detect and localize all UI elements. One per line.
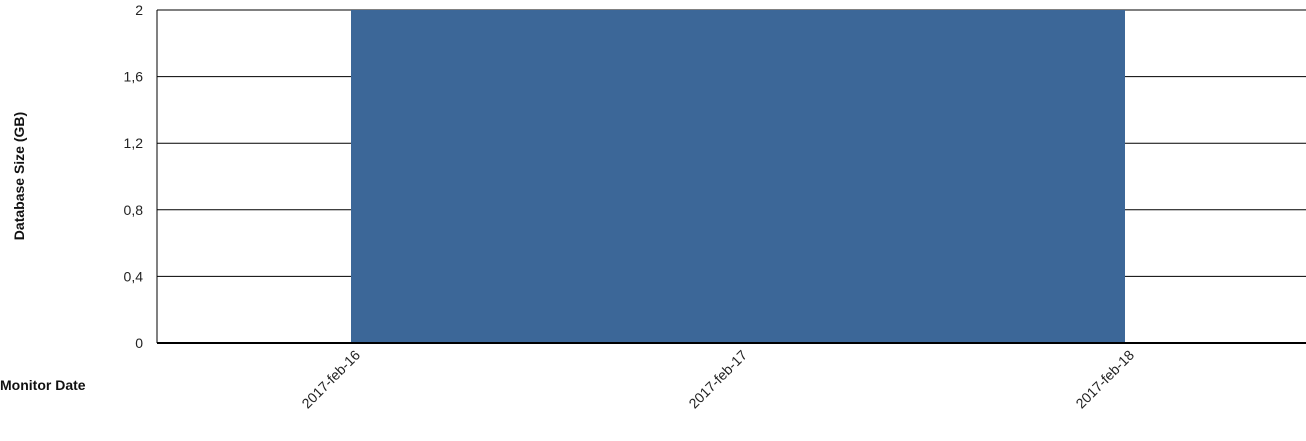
y-axis-title: Database Size (GB) (11, 112, 27, 240)
y-tick-label: 0 (135, 335, 143, 351)
y-tick-label: 1,6 (124, 69, 144, 85)
y-tick-label: 0,4 (124, 268, 144, 284)
x-tick-label: 2017-feb-17 (685, 347, 750, 412)
x-axis-title: Monitor Date (0, 377, 86, 393)
x-tick-label: 2017-feb-18 (1072, 347, 1137, 412)
x-tick-label: 2017-feb-16 (298, 347, 363, 412)
x-tick-labels: 2017-feb-16 2017-feb-17 2017-feb-18 (298, 347, 1137, 412)
series-area-0 (351, 10, 1125, 343)
series-area-layer (351, 10, 1125, 343)
y-tick-label: 2 (135, 2, 143, 18)
y-tick-label: 0,8 (124, 202, 144, 218)
y-tick-labels: 0 0,4 0,8 1,2 1,6 2 (124, 2, 144, 351)
y-tick-label: 1,2 (124, 135, 144, 151)
axes (156, 10, 1306, 344)
